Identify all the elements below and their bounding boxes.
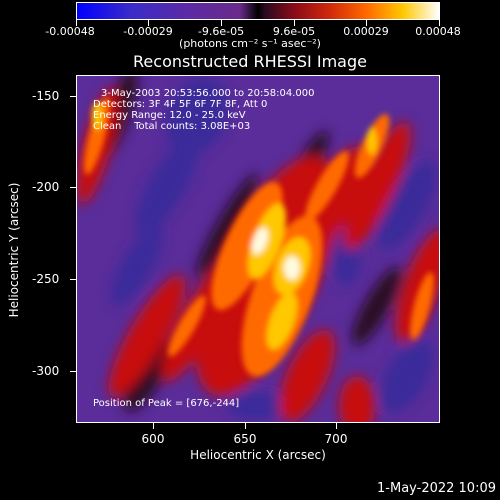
x-axis-tick (245, 423, 246, 429)
detectors-annotation: Detectors: 3F 4F 5F 6F 7F 8F, Att 0 (93, 99, 268, 110)
energy-range-annotation: Energy Range: 12.0 - 25.0 keV (93, 110, 246, 121)
x-axis-tick-label: 700 (324, 432, 348, 446)
clean-annotation: Clean Total counts: 3.08E+03 (93, 121, 251, 132)
y-axis-tick-label: -200 (32, 180, 60, 194)
colorbar-tick (366, 20, 367, 26)
y-axis-tick (70, 279, 76, 280)
time-range-annotation: 3-May-2003 20:53:56.000 to 20:58:04.000 (101, 88, 315, 99)
colorbar-tick (439, 20, 440, 26)
footer-date: 1-May-2022 10:09 (377, 481, 496, 496)
colorbar-tick-label: 0.00048 (415, 25, 461, 38)
colorbar-tick (148, 20, 149, 26)
colorbar-units: (photons cm⁻² s⁻¹ asec⁻²) (179, 37, 321, 50)
peak-position-annotation: Position of Peak = [676,-244] (93, 398, 240, 409)
colorbar-tick (76, 20, 77, 26)
x-axis-tick-label: 650 (233, 432, 257, 446)
x-axis-title: Heliocentric X (arcsec) (190, 448, 326, 462)
x-axis-tick (336, 423, 337, 429)
colorbar-tick-label: -0.00029 (123, 25, 173, 38)
colorbar-tick-label: -0.00048 (45, 25, 95, 38)
y-axis-tick (70, 96, 76, 97)
x-axis-tick (153, 423, 154, 429)
colorbar-tick-label: 0.00029 (343, 25, 389, 38)
rhessi-image-panel: 3-May-2003 20:53:56.000 to 20:58:04.000 … (76, 75, 440, 423)
colorbar-tick-label: -9.6e-05 (197, 25, 245, 38)
colorbar-tick-label: 9.6e-05 (272, 25, 316, 38)
y-axis-tick-label: -300 (32, 364, 60, 378)
plot-title: Reconstructed RHESSI Image (133, 52, 367, 71)
y-axis-tick (70, 371, 76, 372)
x-axis-tick-label: 600 (141, 432, 165, 446)
colorbar-tick (294, 20, 295, 26)
y-axis-tick (70, 187, 76, 188)
y-axis-title: Heliocentric Y (arcsec) (7, 182, 21, 318)
y-axis-tick-label: -250 (32, 272, 60, 286)
y-axis-tick-label: -150 (32, 89, 60, 103)
rhessi-image (77, 76, 439, 422)
colorbar (76, 2, 440, 20)
colorbar-tick (221, 20, 222, 26)
